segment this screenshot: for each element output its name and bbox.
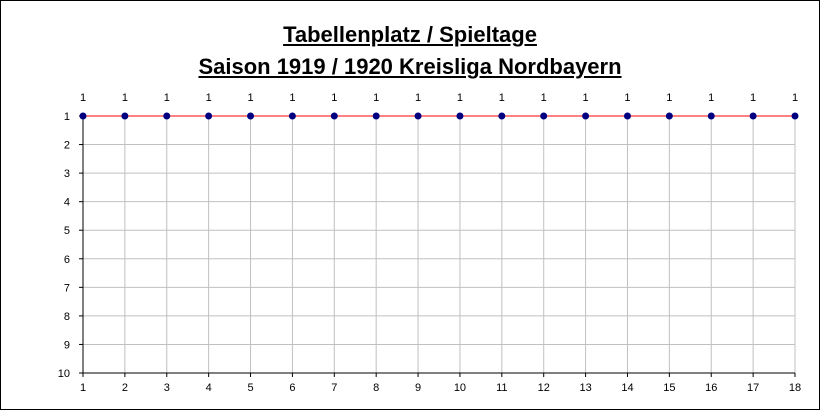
axes (82, 116, 795, 374)
data-point-16 (707, 112, 715, 120)
chart-subtitle: Saison 1919 / 1920 Kreisliga Nordbayern (198, 54, 622, 79)
data-label-12: 1 (541, 92, 547, 104)
data-label-7: 1 (331, 92, 337, 104)
y-tick-label-10: 10 (58, 368, 70, 380)
x-tick-label-16: 16 (705, 382, 717, 394)
x-tick-label-4: 4 (206, 382, 212, 394)
data-label-13: 1 (583, 92, 589, 104)
data-label-16: 1 (708, 92, 714, 104)
x-tick-label-3: 3 (164, 382, 170, 394)
x-tick-label-9: 9 (415, 382, 421, 394)
x-tick-label-8: 8 (373, 382, 379, 394)
grid-lines (82, 115, 796, 374)
data-point-3 (163, 112, 171, 120)
data-point-6 (288, 112, 296, 120)
data-point-13 (582, 112, 590, 120)
y-tick-label-3: 3 (64, 168, 70, 180)
data-labels: 1 1 1 1 1 1 1 1 1 1 1 1 1 1 1 1 1 1 (80, 92, 798, 104)
data-point-9 (414, 112, 422, 120)
data-point-7 (330, 112, 338, 120)
y-tick-label-4: 4 (64, 197, 70, 209)
y-tick-label-7: 7 (64, 282, 70, 294)
y-tick-label-2: 2 (64, 140, 70, 152)
x-tick-labels: 1 2 3 4 5 6 7 8 9 10 11 12 13 14 15 16 17 18 (80, 373, 801, 394)
y-tick-label-5: 5 (64, 225, 70, 237)
data-label-5: 1 (247, 92, 253, 104)
y-tick-label-6: 6 (64, 254, 70, 266)
data-point-11 (498, 112, 506, 120)
data-point-1 (79, 112, 87, 120)
data-point-15 (665, 112, 673, 120)
data-point-14 (623, 112, 631, 120)
x-tick-label-5: 5 (247, 382, 253, 394)
y-tick-label-1: 1 (64, 111, 70, 123)
x-tick-label-11: 11 (496, 382, 507, 394)
data-point-2 (121, 112, 129, 120)
x-tick-label-10: 10 (454, 382, 466, 394)
x-tick-label-12: 12 (538, 382, 550, 394)
data-label-4: 1 (206, 92, 212, 104)
x-tick-label-1: 1 (80, 382, 86, 394)
x-tick-label-17: 17 (747, 382, 759, 394)
data-point-17 (749, 112, 757, 120)
data-label-6: 1 (289, 92, 295, 104)
x-tick-label-6: 6 (289, 382, 295, 394)
x-tick-label-7: 7 (331, 382, 337, 394)
data-label-9: 1 (415, 92, 421, 104)
data-label-15: 1 (666, 92, 672, 104)
data-label-10: 1 (457, 92, 463, 104)
data-point-5 (247, 112, 255, 120)
y-tick-label-9: 9 (64, 339, 70, 351)
y-tick-label-8: 8 (64, 311, 70, 323)
x-tick-label-18: 18 (789, 382, 801, 394)
data-point-18 (791, 112, 799, 120)
chart-title: Tabellenplatz / Spieltage (283, 22, 537, 47)
x-tick-label-13: 13 (579, 382, 591, 394)
x-tick-label-2: 2 (122, 382, 128, 394)
data-label-2: 1 (122, 92, 128, 104)
series-layer (79, 112, 799, 120)
data-label-17: 1 (750, 92, 756, 104)
data-label-14: 1 (624, 92, 630, 104)
data-label-11: 1 (499, 92, 505, 104)
data-point-8 (372, 112, 380, 120)
data-point-12 (540, 112, 548, 120)
y-tick-labels: 1 2 3 4 5 6 7 8 9 10 (58, 111, 83, 380)
data-point-10 (456, 112, 464, 120)
x-tick-label-14: 14 (621, 382, 633, 394)
x-tick-label-15: 15 (663, 382, 675, 394)
data-label-3: 1 (164, 92, 170, 104)
data-point-4 (205, 112, 213, 120)
data-label-1: 1 (80, 92, 86, 104)
data-label-8: 1 (373, 92, 379, 104)
data-label-18: 1 (792, 92, 798, 104)
